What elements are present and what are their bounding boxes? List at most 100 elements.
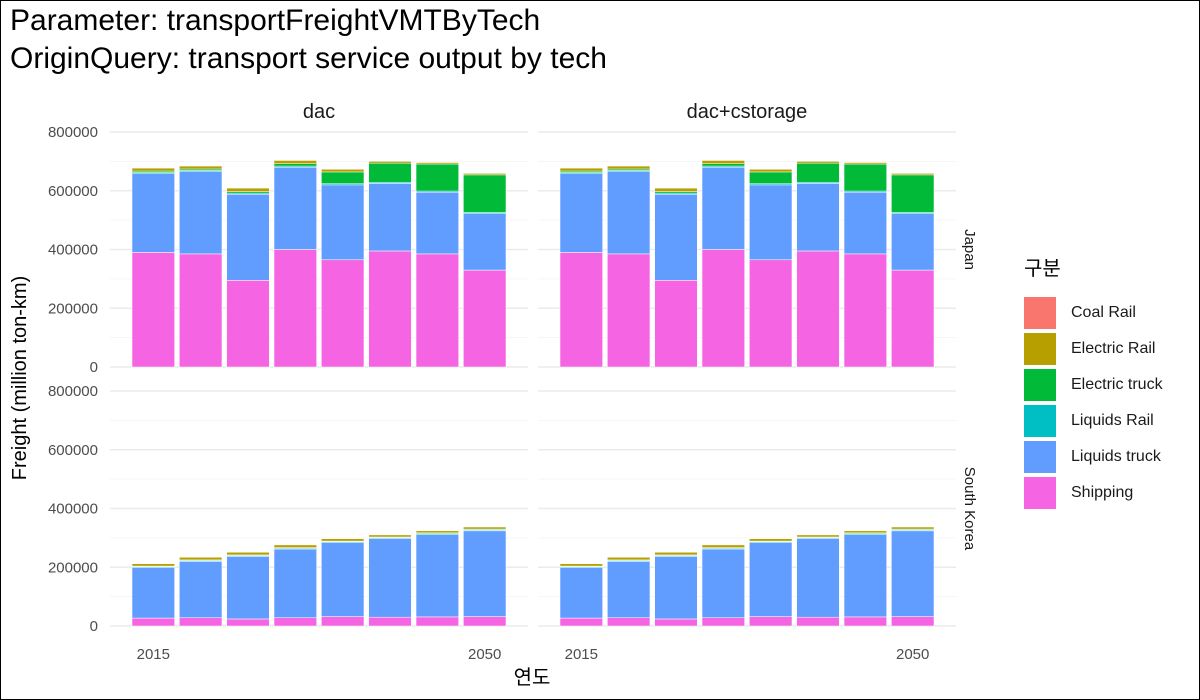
bar-south-korea-dac-cstorage-shipping-2015 — [559, 617, 603, 627]
y-tick-label: 400000 — [48, 501, 98, 518]
bar-japan-dac-electric-rail-2035 — [321, 169, 365, 173]
bar-south-korea-dac-shipping-2025 — [226, 618, 270, 627]
bar-south-korea-dac-electric-rail-2045 — [415, 530, 459, 534]
bar-japan-dac-electric-rail-2020 — [179, 165, 223, 170]
bar-south-korea-dac-liquids-truck-2030 — [273, 548, 317, 619]
bar-japan-dac-cstorage-liquids-truck-2050 — [891, 213, 935, 271]
bar-south-korea-dac-electric-rail-2020 — [179, 557, 223, 561]
bar-japan-dac-electric-truck-2040 — [368, 162, 412, 183]
bar-south-korea-dac-cstorage-shipping-2030 — [701, 617, 745, 627]
bar-south-korea-dac-cstorage-shipping-2035 — [749, 616, 793, 627]
bar-south-korea-dac-cstorage-electric-rail-2050 — [891, 526, 935, 530]
y-tick-label: 0 — [90, 359, 98, 376]
bar-south-korea-dac-cstorage-shipping-2020 — [607, 617, 651, 627]
bar-japan-dac-cstorage-electric-rail-2020 — [607, 165, 651, 170]
bar-south-korea-dac-cstorage-shipping-2050 — [891, 616, 935, 627]
bar-south-korea-dac-shipping-2035 — [321, 616, 365, 627]
bar-south-korea-dac-cstorage-liquids-truck-2045 — [843, 534, 887, 618]
y-tick-label: 200000 — [48, 300, 98, 317]
bar-japan-dac-cstorage-shipping-2025 — [654, 280, 698, 368]
bar-japan-dac-electric-rail-2015 — [131, 167, 175, 172]
bar-south-korea-dac-cstorage-electric-rail-2035 — [749, 538, 793, 542]
bar-japan-dac-shipping-2050 — [463, 269, 507, 368]
bar-south-korea-dac-cstorage-liquids-truck-2020 — [607, 561, 651, 619]
bar-japan-dac-cstorage-electric-truck-2040 — [796, 162, 840, 183]
bar-south-korea-dac-shipping-2015 — [131, 617, 175, 627]
bar-south-korea-dac-electric-rail-2035 — [321, 538, 365, 542]
bar-south-korea-dac-shipping-2045 — [415, 616, 459, 627]
legend-label: Shipping — [1071, 484, 1134, 501]
bar-japan-dac-cstorage-electric-truck-2050 — [891, 174, 935, 213]
bar-japan-dac-cstorage-electric-rail-2015 — [559, 167, 603, 172]
y-axis-title: Freight (million ton-km) — [9, 276, 31, 480]
bar-japan-dac-cstorage-shipping-2020 — [607, 253, 651, 368]
bar-japan-dac-cstorage-electric-truck-2035 — [749, 171, 793, 184]
bar-south-korea-dac-cstorage-liquids-truck-2030 — [701, 548, 745, 619]
legend-title: 구분 — [1024, 256, 1061, 280]
bar-japan-dac-cstorage-liquids-truck-2030 — [701, 167, 745, 250]
bar-japan-dac-cstorage-shipping-2040 — [796, 250, 840, 368]
bar-south-korea-dac-cstorage-electric-rail-2030 — [701, 544, 745, 548]
bar-south-korea-dac-shipping-2030 — [273, 617, 317, 627]
y-tick-label: 0 — [90, 618, 98, 635]
bar-japan-dac-cstorage-electric-rail-2050 — [891, 173, 935, 176]
y-tick-label: 400000 — [48, 242, 98, 259]
legend-item-coal-rail: Coal Rail — [1024, 295, 1163, 331]
x-axis-title: 연도 — [514, 665, 551, 689]
bar-south-korea-dac-cstorage-liquids-truck-2035 — [749, 542, 793, 617]
bar-south-korea-dac-liquids-truck-2045 — [415, 534, 459, 618]
bar-japan-dac-shipping-2020 — [179, 253, 223, 368]
legend: 구분 Coal Rail Electric Rail Electric truck L… — [1024, 252, 1163, 511]
bar-japan-dac-cstorage-liquids-truck-2045 — [843, 191, 887, 255]
legend-swatch — [1024, 369, 1056, 401]
bar-japan-dac-shipping-2045 — [415, 253, 459, 368]
bar-south-korea-dac-cstorage-liquids-truck-2025 — [654, 556, 698, 620]
bar-japan-dac-liquids-truck-2025 — [226, 194, 270, 281]
bar-south-korea-dac-electric-rail-2040 — [368, 534, 412, 538]
legend-label: Liquids Rail — [1071, 412, 1154, 429]
legend-label: Electric Rail — [1071, 340, 1156, 357]
bar-japan-dac-cstorage-electric-rail-2040 — [796, 161, 840, 164]
facet-label-japan: Japan — [961, 229, 978, 270]
bar-japan-dac-electric-truck-2030 — [273, 163, 317, 167]
bar-south-korea-dac-cstorage-liquids-truck-2040 — [796, 538, 840, 618]
legend-swatch — [1024, 333, 1056, 365]
legend-items: Coal Rail Electric Rail Electric truck Liqu… — [1024, 295, 1163, 511]
bar-japan-dac-shipping-2035 — [321, 259, 365, 368]
legend-label: Coal Rail — [1071, 304, 1136, 321]
legend-item-liquids-rail: Liquids Rail — [1024, 403, 1163, 439]
bar-south-korea-dac-shipping-2050 — [463, 616, 507, 627]
bar-japan-dac-cstorage-shipping-2030 — [701, 249, 745, 368]
bar-japan-dac-electric-truck-2050 — [463, 174, 507, 213]
bar-south-korea-dac-cstorage-liquids-truck-2050 — [891, 530, 935, 617]
facet-label-south-korea: South Korea — [961, 467, 978, 551]
bar-japan-dac-shipping-2030 — [273, 249, 317, 368]
facet-label-dac: dac — [303, 101, 335, 123]
bar-south-korea-dac-liquids-truck-2040 — [368, 538, 412, 618]
bar-south-korea-dac-liquids-truck-2015 — [131, 567, 175, 619]
y-tick-label: 600000 — [48, 183, 98, 200]
bar-japan-dac-electric-truck-2045 — [415, 163, 459, 192]
bar-japan-dac-electric-rail-2050 — [463, 173, 507, 176]
bar-japan-dac-cstorage-shipping-2035 — [749, 259, 793, 368]
bar-south-korea-dac-liquids-truck-2020 — [179, 561, 223, 619]
bar-south-korea-dac-cstorage-shipping-2045 — [843, 616, 887, 627]
legend-item-electric-truck: Electric truck — [1024, 367, 1163, 403]
bar-japan-dac-cstorage-electric-truck-2030 — [701, 163, 745, 167]
bar-japan-dac-cstorage-liquids-truck-2035 — [749, 184, 793, 261]
legend-label: Liquids truck — [1071, 448, 1161, 465]
bar-south-korea-dac-cstorage-liquids-truck-2015 — [559, 567, 603, 619]
bar-south-korea-dac-liquids-truck-2050 — [463, 530, 507, 617]
chart-subtitle: OriginQuery: transport service output by… — [10, 42, 607, 75]
bar-south-korea-dac-cstorage-electric-rail-2020 — [607, 557, 651, 561]
bar-japan-dac-cstorage-shipping-2050 — [891, 269, 935, 368]
bar-japan-dac-shipping-2040 — [368, 250, 412, 368]
bar-japan-dac-liquids-truck-2040 — [368, 183, 412, 252]
facet-label-dac-cstorage: dac+cstorage — [687, 101, 808, 123]
bar-japan-dac-cstorage-electric-rail-2035 — [749, 169, 793, 173]
bar-japan-dac-cstorage-electric-rail-2045 — [843, 162, 887, 165]
bar-south-korea-dac-cstorage-electric-rail-2015 — [559, 563, 603, 567]
bar-japan-dac-liquids-truck-2030 — [273, 167, 317, 250]
bar-south-korea-dac-cstorage-electric-rail-2045 — [843, 530, 887, 534]
